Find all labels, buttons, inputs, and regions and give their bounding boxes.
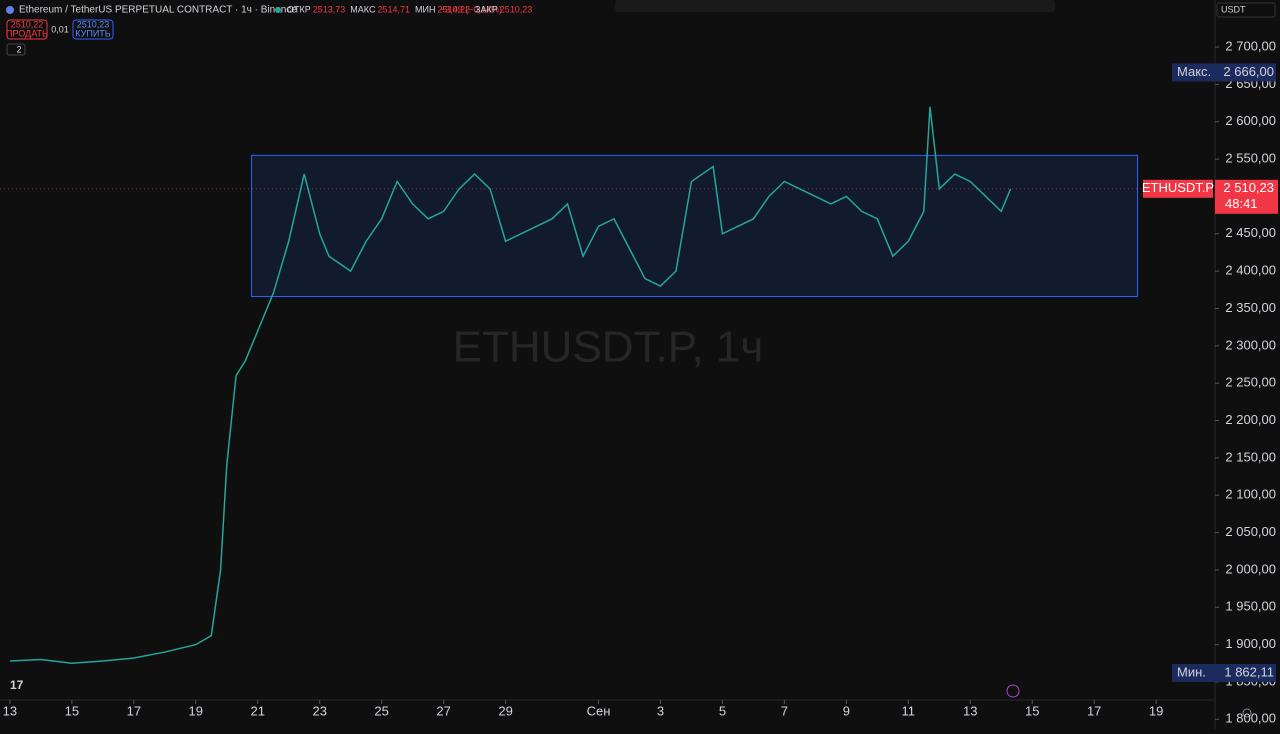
x-tick-label: 29 <box>498 703 512 718</box>
ohlc-label: МАКС <box>350 4 376 14</box>
countdown: 48:41 <box>1225 196 1258 211</box>
min_marker-badge <box>1172 663 1276 682</box>
x-tick-label: 25 <box>374 703 388 718</box>
x-tick-label: 5 <box>719 703 726 718</box>
ohlc-value: 2514,71 <box>377 4 410 14</box>
watermark: ETHUSDT.P, 1ч <box>453 323 764 372</box>
x-tick-label: 17 <box>1087 703 1101 718</box>
y-tick-label: 2 150,00 <box>1225 449 1276 464</box>
y-tick-label: 2 000,00 <box>1225 561 1276 576</box>
x-tick-label: 13 <box>3 703 17 718</box>
buy-button[interactable] <box>72 19 114 40</box>
symbol-title: Ethereum / TetherUS PERPETUAL CONTRACT ·… <box>19 5 297 16</box>
ohlc-value: 2510,23 <box>500 4 533 14</box>
tv-logo: 17 <box>10 678 24 692</box>
last-price-badge <box>1215 179 1278 214</box>
indicators-count: 2 <box>16 44 21 54</box>
y-tick-label: 2 200,00 <box>1225 412 1276 427</box>
x-tick-label: 27 <box>436 703 450 718</box>
currency-select[interactable] <box>1216 2 1276 18</box>
x-tick-label: 9 <box>843 703 850 718</box>
price-line <box>9 106 1012 665</box>
ohlc-value: 2513,73 <box>313 4 346 14</box>
x-tick-label: 7 <box>781 703 788 718</box>
y-tick-label: 1 950,00 <box>1225 599 1276 614</box>
y-tick-label: 2 100,00 <box>1225 487 1276 502</box>
ohlc-label: МИН <box>415 4 435 14</box>
sell-button[interactable] <box>6 19 48 40</box>
min_marker-label: Мин. <box>1177 664 1206 679</box>
buy-price: 2510,23 <box>77 19 110 29</box>
x-tick-label: 15 <box>1025 703 1039 718</box>
ohlc-value: 2510,22 <box>437 4 470 14</box>
y-tick-label: 2 550,00 <box>1225 151 1276 166</box>
x-tick-label: 19 <box>1149 703 1163 718</box>
last-price-tag <box>1143 179 1213 198</box>
y-tick-label: 2 250,00 <box>1225 375 1276 390</box>
x-tick-label: 21 <box>251 703 265 718</box>
x-tick-label: 23 <box>312 703 326 718</box>
status-dot <box>275 7 281 13</box>
y-tick-label: 2 450,00 <box>1225 225 1276 240</box>
y-tick-label: 1 800,00 <box>1225 711 1276 726</box>
range-box <box>251 154 1139 298</box>
last-price-name: ETHUSDT.P <box>1142 180 1214 195</box>
min_marker-value: 1 862,11 <box>1224 664 1274 679</box>
currency: USDT <box>1221 4 1246 14</box>
max_marker-badge <box>1172 63 1276 82</box>
buy-label: КУПИТЬ <box>75 28 110 38</box>
y-tick-label: 1 900,00 <box>1225 636 1276 651</box>
y-tick-label: 2 400,00 <box>1225 263 1276 278</box>
y-tick-label: 2 350,00 <box>1225 300 1276 315</box>
event-icon[interactable] <box>1006 684 1020 698</box>
y-tick-label: 2 300,00 <box>1225 337 1276 352</box>
x-tick-label: 17 <box>127 703 141 718</box>
sell-price: 2510,22 <box>11 19 44 29</box>
max_marker-value: 2 666,00 <box>1223 64 1274 79</box>
x-tick-label: 19 <box>189 703 203 718</box>
settings-icon[interactable] <box>1242 708 1252 718</box>
x-tick-label: 15 <box>65 703 79 718</box>
drawing-toolbar[interactable] <box>615 0 1055 12</box>
y-tick-label: 2 050,00 <box>1225 524 1276 539</box>
y-tick-label: 2 600,00 <box>1225 113 1276 128</box>
x-tick-label: 3 <box>657 703 664 718</box>
ohlc-label: ЗАКР <box>475 4 498 14</box>
indicators-toggle[interactable] <box>6 43 26 56</box>
symbol-icon <box>6 6 14 14</box>
last-price-value: 2 510,23 <box>1223 180 1274 195</box>
spread: 0,01 <box>51 24 69 34</box>
sell-label: ПРОДАТЬ <box>6 28 48 38</box>
x-tick-label: 13 <box>963 703 977 718</box>
max_marker-label: Макс. <box>1177 64 1211 79</box>
x-tick-label: 11 <box>902 703 916 718</box>
ohlc-label: ОТКР <box>287 4 311 14</box>
y-tick-label: 2 700,00 <box>1225 38 1276 53</box>
change: −3,49 (−0,14%) <box>440 4 502 14</box>
x-tick-label: Сен <box>587 703 611 718</box>
